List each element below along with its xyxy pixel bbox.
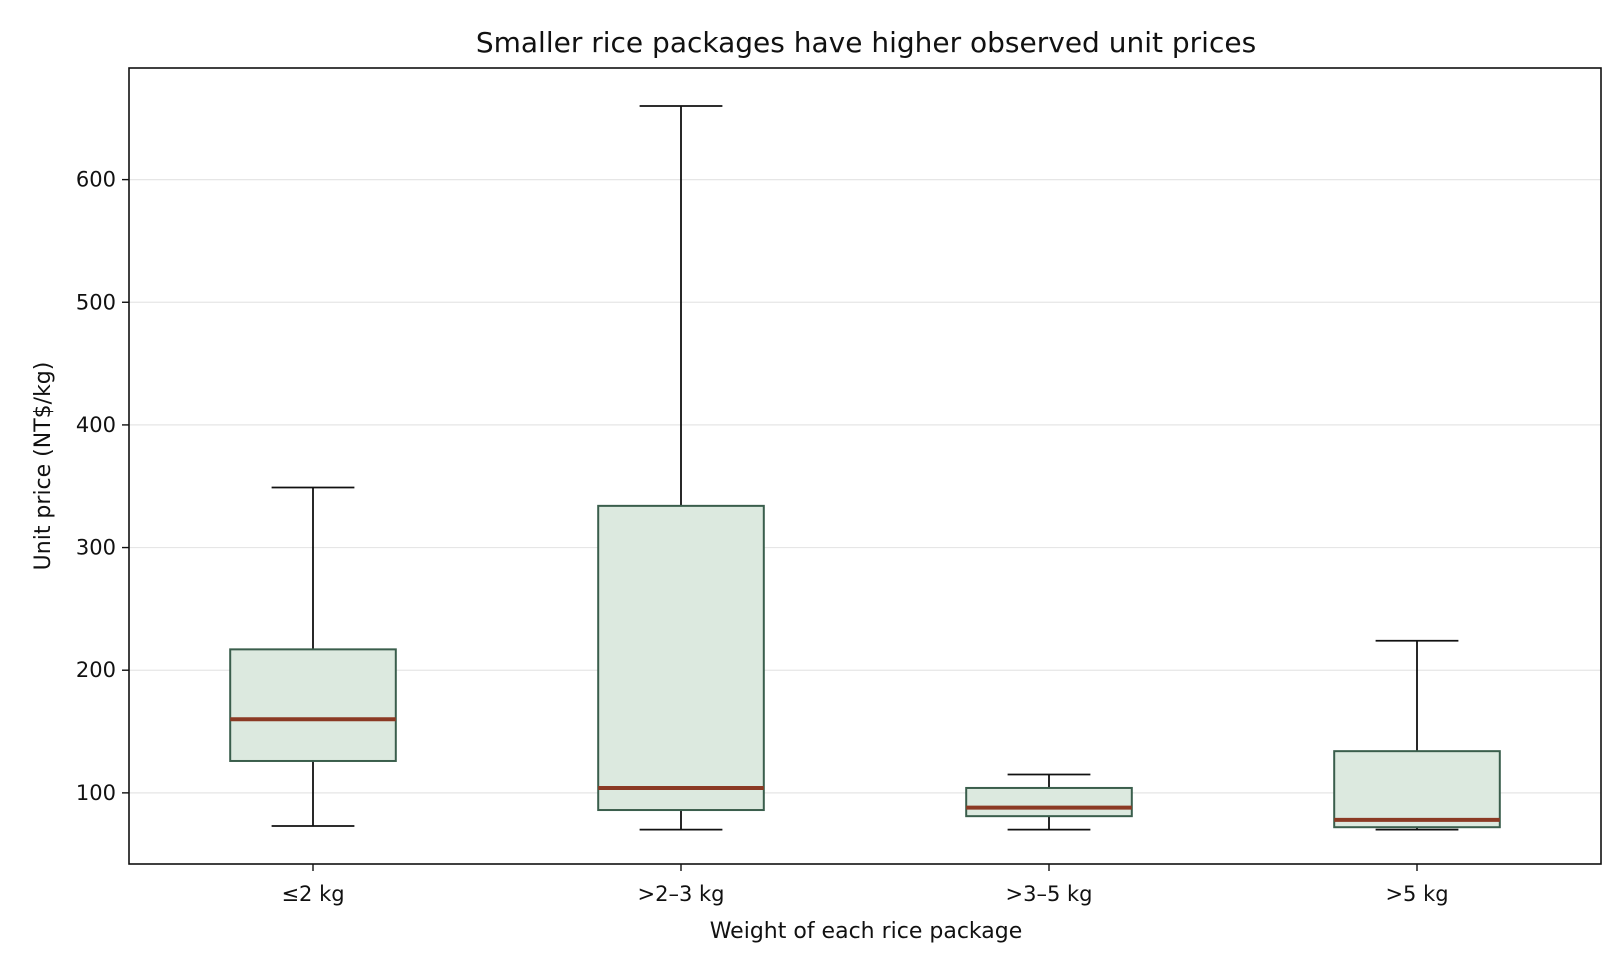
y-tick-label: 300 <box>76 536 116 560</box>
iqr-box <box>965 786 1133 818</box>
y-tick-label: 400 <box>76 413 116 437</box>
box-group <box>965 773 1133 831</box>
x-axis-label: Weight of each rice package <box>710 919 1023 944</box>
box-group <box>597 105 765 831</box>
y-axis-label: Unit price (NT$/kg) <box>31 362 56 571</box>
iqr-box <box>597 504 765 812</box>
box-series <box>229 105 1501 831</box>
x-tick-label: >3–5 kg <box>1006 882 1093 906</box>
box-group <box>1333 639 1501 831</box>
plot-frame <box>128 67 1602 865</box>
x-tick-label: ≤2 kg <box>281 882 344 906</box>
chart-title: Smaller rice packages have higher observ… <box>476 26 1256 59</box>
y-axis-ticks: 100 200 300 400 500 600 <box>76 168 129 805</box>
y-tick-label: 200 <box>76 658 116 682</box>
box-group <box>229 486 397 827</box>
x-axis-ticks: ≤2 kg >2–3 kg >3–5 kg >5 kg <box>281 864 1449 906</box>
iqr-box <box>229 648 397 762</box>
x-tick-label: >5 kg <box>1385 882 1448 906</box>
x-tick-label: >2–3 kg <box>638 882 725 906</box>
y-tick-label: 100 <box>76 781 116 805</box>
y-tick-label: 600 <box>76 168 116 192</box>
iqr-box <box>1333 750 1501 829</box>
y-tick-label: 500 <box>76 290 116 314</box>
